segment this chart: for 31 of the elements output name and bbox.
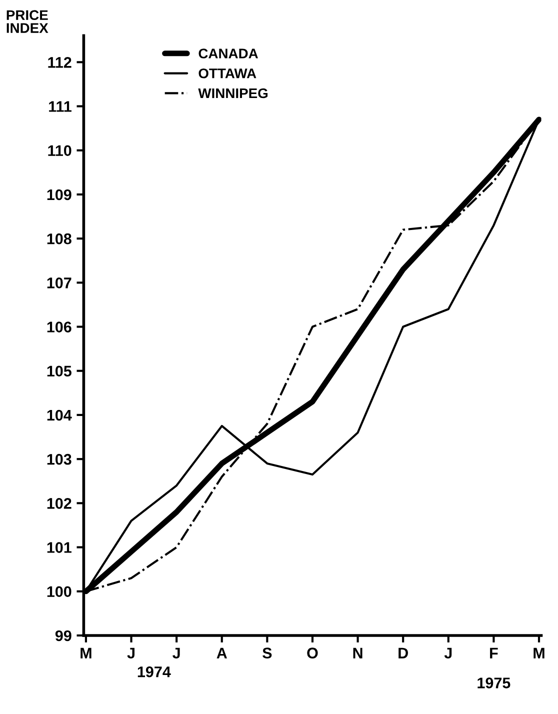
y-tick-label: 104	[47, 410, 72, 421]
y-tick-label: 110	[48, 145, 72, 156]
x-tick-label: M	[534, 648, 544, 658]
text: 1975	[478, 678, 510, 688]
x-tick-label: D	[398, 648, 408, 658]
x-tick-label: J	[127, 648, 134, 658]
y-tick-label: 100	[47, 586, 72, 598]
x-tick-label: O	[307, 648, 318, 658]
legend-label: WINNIPEG	[198, 88, 268, 98]
y-tick-label: 112	[48, 57, 72, 68]
x-tick-label: A	[216, 648, 227, 658]
y-tick-label: 111	[49, 101, 72, 112]
x-tick-label: J	[172, 648, 180, 658]
x-tick-label: F	[490, 648, 498, 658]
x-tick-label: J	[444, 648, 452, 658]
x-tick-label: S	[262, 648, 272, 658]
legend-label: CANADA	[198, 48, 258, 58]
y-tick-label: 101	[47, 542, 72, 553]
y-tick-label: 103	[47, 454, 72, 465]
y-tick-label: 108	[47, 233, 72, 244]
x-tick-label: N	[353, 648, 362, 658]
y-tick-label: 99	[55, 630, 72, 642]
text: 1974	[138, 666, 171, 678]
legend-label: OTTAWA	[198, 68, 256, 78]
x-tick-label: M	[80, 648, 92, 658]
y-tick-label: 105	[47, 366, 72, 377]
y-tick-label: 102	[47, 498, 72, 509]
y-tick-label: 107	[47, 278, 72, 288]
y-tick-label: 106	[47, 322, 72, 332]
y-tick-label: 109	[47, 189, 72, 200]
y-axis-title: PRICE INDEX	[6, 10, 48, 33]
